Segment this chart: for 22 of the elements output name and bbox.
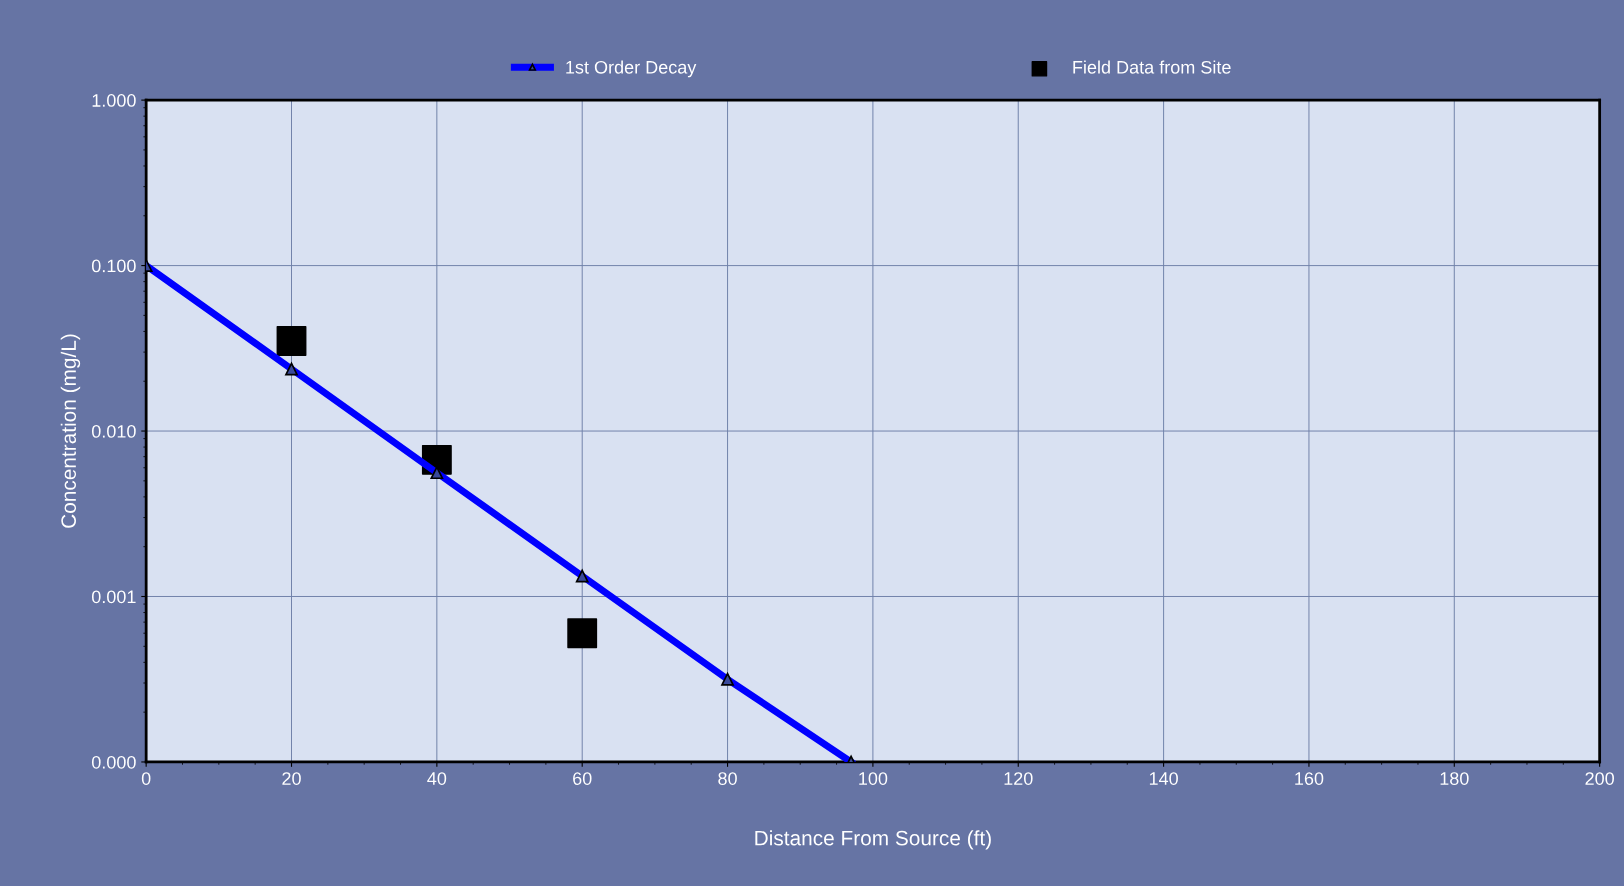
- y-tick-label: 0.010: [91, 424, 136, 438]
- x-tick-label: 0: [141, 772, 151, 785]
- x-tick-label: 20: [282, 772, 301, 785]
- point: [567, 618, 598, 649]
- y-axis-title: Concentration (mg/L): [60, 334, 81, 528]
- legend-label: 1st Order Decay: [566, 60, 697, 78]
- x-tick-label: 200: [1585, 772, 1614, 785]
- x-axis-title: Distance From Source (ft): [755, 830, 991, 850]
- x-tick-label: 40: [427, 772, 447, 785]
- x-tick-label: 100: [859, 772, 888, 785]
- x-tick-label: 60: [573, 772, 592, 785]
- y-tick-label: 0.100: [91, 259, 136, 273]
- y-tick-label: 1.000: [92, 94, 136, 107]
- x-tick-label: 160: [1295, 772, 1324, 785]
- y-tick-label: 0.000: [91, 755, 136, 769]
- y-tick-label: 0.001: [91, 590, 136, 604]
- x-tick-label: 80: [718, 772, 737, 785]
- x-tick-label: 120: [1004, 772, 1033, 785]
- legend-label: Field Data from Site: [1073, 60, 1231, 74]
- point: [276, 326, 307, 356]
- x-tick-label: 180: [1440, 772, 1469, 785]
- x-tick-label: 140: [1149, 772, 1178, 785]
